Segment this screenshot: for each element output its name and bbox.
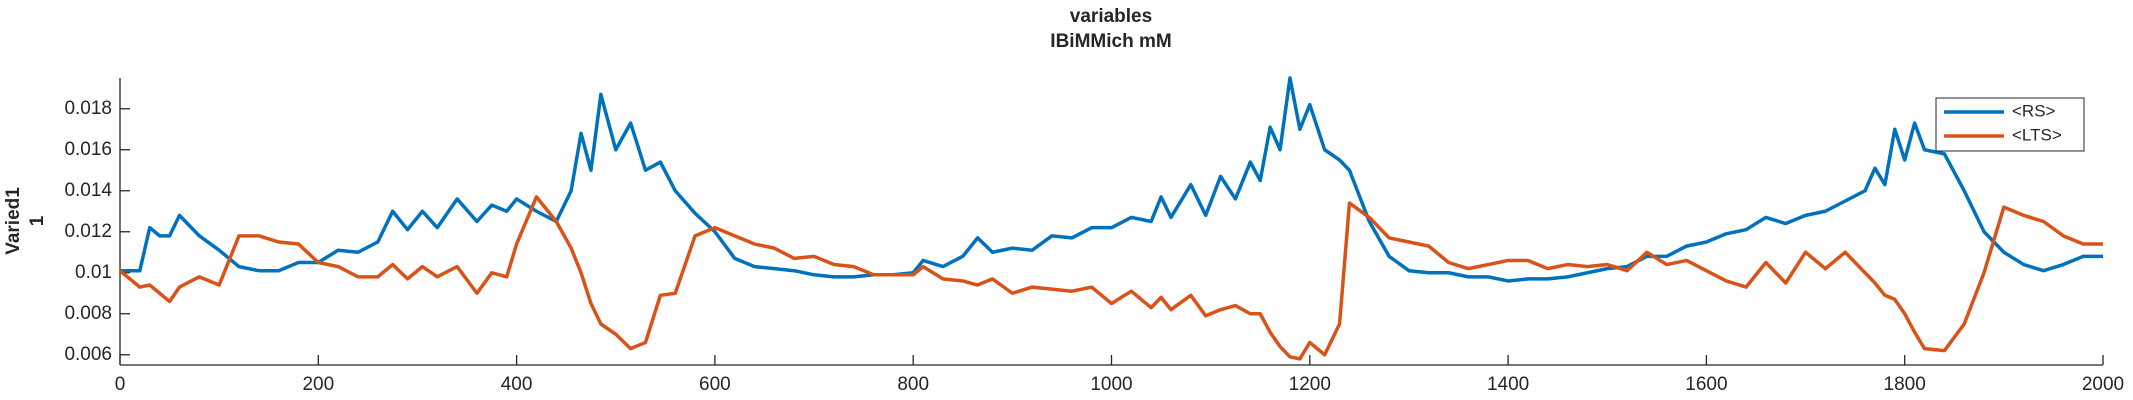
legend-box: [1935, 97, 2085, 152]
y-axis-label: Varied1: [3, 187, 24, 255]
x-tick-label: 1400: [1487, 374, 1529, 395]
x-tick-label: 600: [699, 374, 731, 395]
x-tick-label: 200: [302, 374, 334, 395]
y-tick-label: 0.006: [64, 344, 112, 365]
x-tick-label: 1200: [1289, 374, 1331, 395]
x-tick-label: 400: [501, 374, 533, 395]
x-tick-label: 0: [115, 374, 126, 395]
series-line: [120, 76, 2103, 283]
y-tick-label: 0.016: [64, 139, 112, 160]
x-tick-label: 800: [897, 374, 929, 395]
y-tick-label: 0.008: [64, 303, 112, 324]
y-tick-label: 0.012: [64, 221, 112, 242]
chart-title: variables: [1070, 6, 1152, 27]
y-tick-label: 0.01: [75, 262, 112, 283]
x-tick-label: 1600: [1685, 374, 1727, 395]
legend-label: <RS>: [2012, 101, 2056, 120]
legend-label: <LTS>: [2012, 125, 2062, 144]
y-tick-label: 0.014: [64, 180, 112, 201]
y-tick-label: 0.018: [64, 98, 112, 119]
x-tick-label: 1800: [1884, 374, 1926, 395]
y-axis-label: 1: [27, 215, 48, 226]
series-line: [118, 195, 2103, 361]
x-tick-label: 1000: [1090, 374, 1132, 395]
chart-subtitle: IBiMMich mM: [1050, 31, 1171, 52]
x-tick-label: 2000: [2082, 374, 2124, 395]
